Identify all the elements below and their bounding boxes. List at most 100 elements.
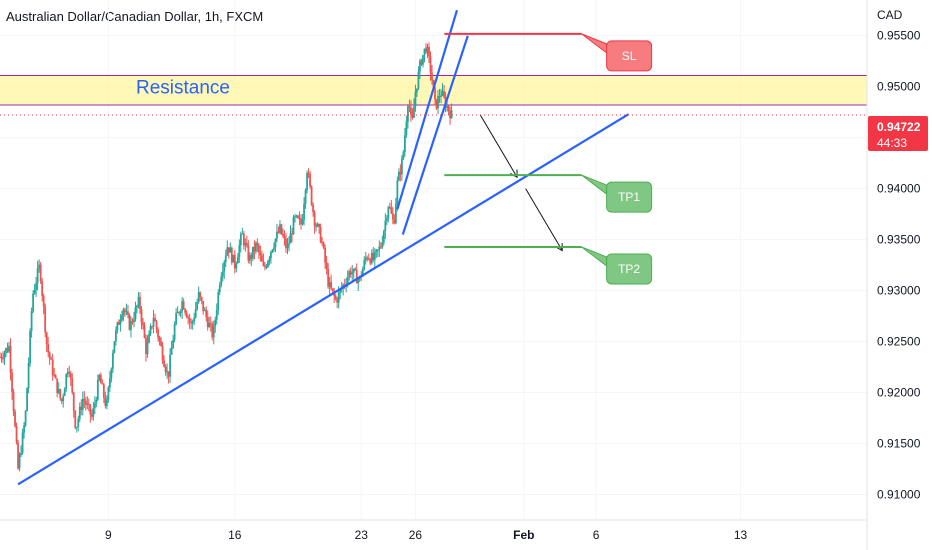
candle-body (376, 249, 379, 251)
candle-body (170, 348, 173, 355)
candle-body (65, 374, 68, 389)
candle-body (336, 299, 339, 303)
candle-body (166, 371, 168, 373)
candle-body (99, 375, 102, 384)
candle-body (86, 403, 89, 405)
candle-body (367, 258, 370, 260)
candle-body (203, 309, 206, 312)
candle-body (434, 87, 436, 100)
candle-body (259, 252, 262, 256)
candle-body (72, 392, 75, 411)
candle-body (89, 404, 92, 415)
candle-body (124, 309, 126, 312)
candle-body (309, 173, 311, 187)
candle-body (268, 258, 271, 262)
candle-body (232, 254, 235, 263)
price-badge-bg (868, 116, 928, 151)
candle-body (212, 326, 215, 338)
candle-body (54, 375, 57, 379)
candle-body (321, 242, 324, 244)
candle-body (244, 243, 247, 246)
channel-line (401, 35, 469, 235)
candle-body (102, 384, 105, 398)
candle-body (48, 352, 51, 359)
candle-body (417, 71, 420, 89)
y-tick-label: 0.93000 (877, 284, 921, 298)
candle-body (92, 408, 95, 417)
candle-body (9, 345, 12, 373)
candle-body (277, 231, 280, 233)
candle-body (214, 319, 217, 327)
candle-body (372, 252, 375, 260)
candle-body (127, 311, 129, 315)
candle-body (78, 406, 81, 419)
candle-body (33, 289, 36, 294)
candle-body (115, 330, 117, 342)
candle-body (384, 220, 387, 232)
candle-body (173, 324, 176, 340)
candle-body (349, 271, 352, 275)
candle-body (158, 337, 161, 341)
candle-body (407, 106, 409, 122)
candle-body (440, 95, 442, 97)
candle-body (2, 358, 4, 360)
candle-body (21, 432, 24, 453)
currency-label: CAD (877, 8, 903, 22)
candle-body (369, 259, 372, 264)
candle-body (191, 321, 194, 324)
candle-body (318, 223, 321, 228)
price-badge-countdown: 44:33 (877, 136, 907, 150)
candle-body (137, 296, 140, 306)
candle-body (355, 269, 358, 284)
y-tick-label: 0.93500 (877, 233, 921, 247)
candle-body (14, 411, 16, 427)
candle-body (125, 311, 128, 313)
channel-line (396, 9, 459, 210)
candle-body (351, 272, 354, 275)
candle-body (26, 388, 28, 412)
y-tick-label: 0.91500 (877, 437, 921, 451)
candle-body (416, 88, 418, 93)
candle-body (388, 206, 391, 208)
candle-body (197, 292, 200, 303)
candle-body (160, 340, 162, 346)
candle-body (438, 96, 441, 98)
candle-body (242, 233, 245, 246)
candle-body (190, 321, 193, 324)
candle-body (172, 339, 174, 349)
candle-body (145, 337, 147, 355)
candle-body (113, 341, 116, 353)
candle-body (273, 247, 275, 250)
candle-body (148, 333, 150, 343)
y-tick-label: 0.95500 (877, 29, 921, 43)
candle-body (136, 305, 138, 308)
candle-body (279, 224, 281, 233)
candle-body (181, 301, 184, 312)
candle-body (239, 234, 242, 246)
candle-body (0, 356, 1, 358)
y-tick-label: 0.95000 (877, 80, 921, 94)
candle-body (390, 207, 393, 214)
candle-body (276, 231, 278, 239)
candle-body (122, 309, 125, 316)
x-tick-label: 6 (593, 528, 600, 542)
candle-body (223, 261, 226, 272)
candle-body (47, 343, 50, 353)
candle-body (77, 418, 80, 427)
candle-body (111, 352, 114, 369)
candle-body (370, 252, 373, 264)
candle-body (292, 217, 295, 235)
candle-body (327, 268, 330, 287)
projection-arrow (525, 188, 562, 250)
candle-body (178, 312, 181, 314)
candle-body (199, 292, 202, 298)
candle-body (68, 371, 71, 374)
candle-body (104, 397, 107, 407)
candle-body (0, 356, 3, 359)
candle-body (330, 282, 333, 289)
candle-body (6, 348, 9, 352)
candle-body (164, 366, 167, 373)
candle-body (429, 56, 432, 73)
